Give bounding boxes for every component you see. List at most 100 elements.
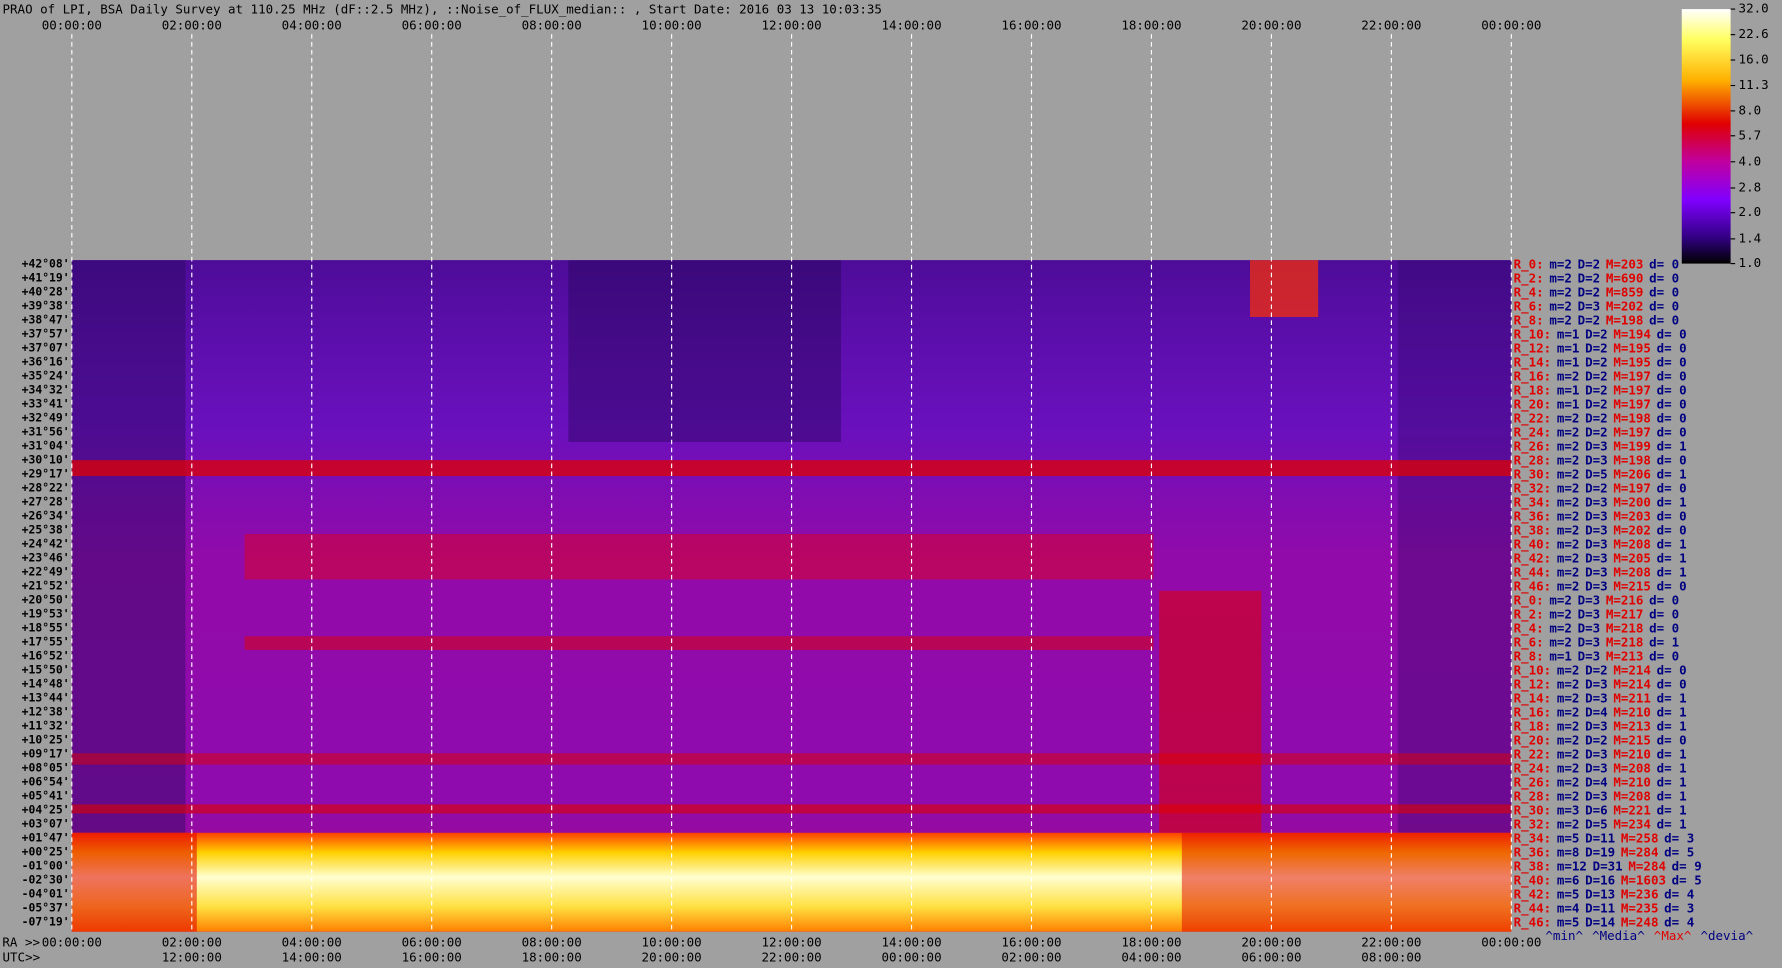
- dec-label: +25°38': [22, 523, 70, 537]
- dec-label: +29°17': [22, 467, 70, 481]
- stats-field: m=2: [1557, 732, 1580, 747]
- stats-field: R_8:: [1514, 312, 1544, 328]
- stats-field: D=3: [1585, 452, 1608, 467]
- stats-field: M=202: [1606, 298, 1644, 313]
- colorbar-tick-label: 2.0: [1739, 204, 1762, 219]
- dec-label: +35°24': [22, 369, 70, 383]
- stats-field: D=3: [1585, 494, 1608, 509]
- stats-field: D=3: [1578, 298, 1601, 313]
- stats-field: M=258: [1621, 830, 1659, 845]
- top-time-label: 14:00:00: [881, 18, 941, 33]
- stats-field: d= 0: [1657, 522, 1687, 537]
- stats-field: R_16:: [1514, 704, 1552, 720]
- dec-label: +27°28': [22, 495, 70, 509]
- stats-field: M=197: [1613, 480, 1651, 495]
- stats-field: D=3: [1585, 578, 1608, 593]
- stats-field: R_44:: [1514, 564, 1552, 580]
- dec-label: +30°10': [22, 453, 70, 467]
- stats-field: M=208: [1613, 536, 1651, 551]
- stats-field: m=6: [1557, 872, 1580, 887]
- stats-row: R_32: m=2 D=5 M=234 d= 1: [1514, 816, 1687, 832]
- colorbar-tick-label: 2.8: [1739, 179, 1762, 194]
- stats-field: M=198: [1613, 410, 1651, 425]
- colorbar-tick-label: 16.0: [1739, 51, 1769, 66]
- stats-field: R_42:: [1514, 550, 1552, 566]
- colorbar-tick-label: 1.0: [1739, 255, 1762, 270]
- stats-field: m=2: [1557, 466, 1580, 481]
- stats-field: R_38:: [1514, 522, 1552, 538]
- stats-row: R_22: m=2 D=2 M=198 d= 0: [1514, 410, 1687, 426]
- dec-label: +11°32': [22, 719, 70, 733]
- stats-field: D=2: [1578, 256, 1601, 271]
- dec-label: +01°47': [22, 831, 70, 845]
- stats-row: R_12: m=2 D=3 M=214 d= 0: [1514, 676, 1687, 692]
- stats-field: d= 0: [1657, 662, 1687, 677]
- stats-field: d= 0: [1649, 312, 1679, 327]
- colorbar-tick-label: 8.0: [1739, 102, 1762, 117]
- stats-row: R_46: m=5 D=14 M=248 d= 4: [1514, 914, 1695, 930]
- stats-field: d= 0: [1657, 326, 1687, 341]
- stats-field: M=206: [1613, 466, 1651, 481]
- stats-field: m=2: [1557, 480, 1580, 495]
- stats-row: R_18: m=1 D=2 M=197 d= 0: [1514, 382, 1687, 398]
- stats-field: R_4:: [1514, 620, 1544, 636]
- stats-header: ^min^ ^Media^ ^Max^ ^devia^: [1545, 928, 1753, 943]
- stats-field: D=3: [1585, 508, 1608, 523]
- stats-row: R_14: m=2 D=3 M=211 d= 1: [1514, 690, 1687, 706]
- stats-field: m=2: [1557, 522, 1580, 537]
- stats-field: R_30:: [1514, 802, 1552, 818]
- stats-field: R_10:: [1514, 662, 1552, 678]
- stats-row: R_38: m=2 D=3 M=202 d= 0: [1514, 522, 1687, 538]
- stats-field: m=2: [1557, 676, 1580, 691]
- stats-field: d= 1: [1657, 564, 1687, 579]
- dec-label: +19°53': [22, 607, 70, 621]
- stats-field: M=197: [1613, 396, 1651, 411]
- stats-field: M=197: [1613, 382, 1651, 397]
- stats-field: D=3: [1578, 606, 1601, 621]
- stats-row: R_28: m=2 D=3 M=198 d= 0: [1514, 452, 1687, 468]
- top-time-label: 10:00:00: [642, 18, 702, 33]
- stats-row: R_36: m=8 D=19 M=284 d= 5: [1514, 844, 1695, 860]
- colorbar: [1681, 9, 1731, 264]
- stats-field: R_6:: [1514, 634, 1544, 650]
- stats-field: d= 1: [1657, 438, 1687, 453]
- stats-field: m=2: [1557, 452, 1580, 467]
- dec-label: +41°19': [22, 271, 70, 285]
- stats-field: R_28:: [1514, 452, 1552, 468]
- stats-field: d= 0: [1649, 648, 1679, 663]
- stats-field: R_40:: [1514, 872, 1552, 888]
- dec-label: +40°28': [22, 285, 70, 299]
- stats-field: d= 1: [1657, 774, 1687, 789]
- stats-field: D=3: [1585, 746, 1608, 761]
- top-time-label: 00:00:00: [42, 18, 102, 33]
- ra-label: 06:00:00: [402, 935, 462, 950]
- stats-row: R_44: m=2 D=3 M=208 d= 1: [1514, 564, 1687, 580]
- stats-field: R_12:: [1514, 676, 1552, 692]
- dec-label: -07°19': [22, 915, 70, 929]
- stats-field: d= 4: [1664, 886, 1694, 901]
- stats-field: d= 0: [1657, 452, 1687, 467]
- stats-field: d= 0: [1657, 578, 1687, 593]
- utc-label: 22:00:00: [762, 949, 822, 964]
- stats-row: R_8: m=1 D=3 M=213 d= 0: [1514, 648, 1680, 664]
- stats-row: R_10: m=2 D=2 M=214 d= 0: [1514, 662, 1687, 678]
- top-time-label: 04:00:00: [282, 18, 342, 33]
- colorbar-ticks: 32.0 22.6 16.0 11.3 8.0 5.7 4.0 2.8 2.0 1.4 1.0: [1730, 1, 1769, 270]
- stats-field: d= 0: [1649, 298, 1679, 313]
- stats-row: R_14: m=1 D=2 M=195 d= 0: [1514, 354, 1687, 370]
- dec-label: +00°25': [22, 845, 70, 859]
- stats-header-field: ^devia^: [1701, 928, 1754, 943]
- stats-field: m=2: [1557, 774, 1580, 789]
- utc-prefix: UTC>>: [3, 949, 41, 964]
- colorbar-tick-label: 22.6: [1739, 26, 1769, 41]
- stats-field: M=218: [1606, 634, 1644, 649]
- dec-label: +33°41': [22, 397, 70, 411]
- stats-field: M=215: [1613, 578, 1651, 593]
- stats-field: d= 4: [1664, 914, 1694, 929]
- stats-field: m=2: [1557, 718, 1580, 733]
- stats-field: m=2: [1549, 620, 1572, 635]
- stats-field: D=6: [1585, 802, 1608, 817]
- stats-field: d= 5: [1672, 872, 1702, 887]
- dec-label: +31°04': [22, 439, 70, 453]
- stats-field: m=2: [1557, 550, 1580, 565]
